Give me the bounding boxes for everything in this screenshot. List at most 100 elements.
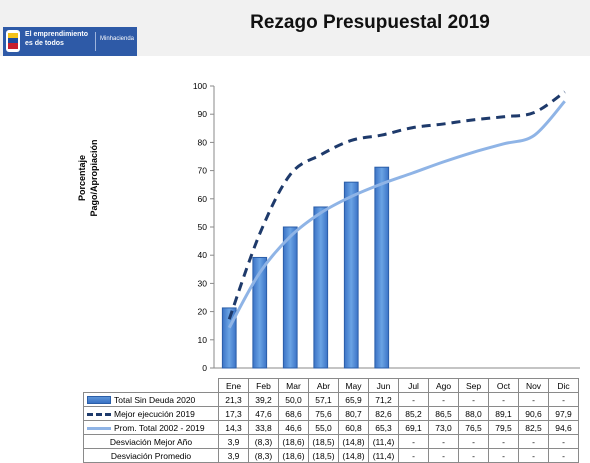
x-tick-label: Abr: [308, 378, 339, 393]
y-tick-label: 0: [202, 363, 207, 373]
table-row: Mejor ejecución 2019 17,3 47,6 68,6 75,6 80,7…: [83, 406, 579, 421]
row-label-text: Mejor ejecución 2019: [114, 408, 195, 419]
x-tick-label: Ago: [428, 378, 459, 393]
legend-key-icon: [87, 412, 111, 416]
bar: [343, 181, 359, 369]
x-tick-label: Dic: [548, 378, 579, 393]
y-tick-label: 60: [198, 194, 208, 204]
table-cell: -: [458, 448, 489, 463]
chart-canvas: 0 10 20 30 40 50 60 70 80 90 100: [193, 81, 580, 373]
table-cell: 94,6: [548, 420, 579, 435]
table-cell: -: [458, 434, 489, 449]
x-tick-label: Ene: [218, 378, 249, 393]
table-cell: -: [398, 392, 429, 407]
table-cell: 86,5: [428, 406, 459, 421]
table-cell: -: [518, 434, 549, 449]
colombia-shield-icon: [6, 30, 20, 52]
table-cell: 79,5: [488, 420, 519, 435]
table-cell: -: [428, 434, 459, 449]
y-tick-label: 80: [198, 137, 208, 147]
table-cell: -: [518, 392, 549, 407]
table-cell: -: [488, 448, 519, 463]
table-cell: 73,0: [428, 420, 459, 435]
y-tick-label: 30: [198, 278, 208, 288]
x-tick-label: May: [338, 378, 369, 393]
table-row: Desviación Promedio 3,9 (8,3) (18,6) (18,5)(…: [83, 448, 579, 463]
table-corner: [84, 379, 219, 393]
table-cell: 82,6: [368, 406, 399, 421]
table-cell: -: [458, 392, 489, 407]
y-tick-label: 100: [193, 81, 207, 91]
table-row: Prom. Total 2002 - 2019 14,3 33,8 46,6 55,0 6…: [83, 420, 579, 435]
table-cell: (11,4): [368, 434, 399, 449]
table-cell: 71,2: [368, 392, 399, 407]
legend-key-icon: [87, 396, 111, 405]
x-tick-label: Feb: [248, 378, 279, 393]
table-cell: 17,3: [218, 406, 249, 421]
table-cell: (18,5): [308, 448, 339, 463]
table-cell: (18,6): [278, 448, 309, 463]
legend-key-icon: [87, 426, 111, 430]
row-label: Desviación Promedio: [83, 448, 219, 463]
y-tick-label: 20: [198, 307, 208, 317]
table-cell: 47,6: [248, 406, 279, 421]
row-label: Mejor ejecución 2019: [83, 406, 219, 421]
bar: [313, 206, 329, 369]
bar: [282, 226, 298, 369]
table-header-row: Ene Feb Mar Abr May Jun Jul Ago Sep Oct Nov Dic: [84, 378, 579, 393]
table-cell: 57,1: [308, 392, 339, 407]
x-tick-label: Jul: [398, 378, 429, 393]
table-cell: -: [488, 434, 519, 449]
table-cell: -: [488, 392, 519, 407]
minhacienda-logo: El emprendimiento es de todos Minhaciend…: [3, 27, 137, 56]
table-cell: 39,2: [248, 392, 279, 407]
x-tick-label: Jun: [368, 378, 399, 393]
table-cell: 85,2: [398, 406, 429, 421]
table-row: Desviación Mejor Año 3,9 (8,3) (18,6) (18,5)…: [83, 434, 579, 449]
table-cell: (11,4): [368, 448, 399, 463]
table-cell: 46,6: [278, 420, 309, 435]
y-tick-label: 40: [198, 250, 208, 260]
logo-text: El emprendimiento es de todos: [25, 31, 89, 47]
data-table: Ene Feb Mar Abr May Jun Jul Ago Sep Oct Nov Dic Tota…: [83, 378, 579, 463]
table-cell: -: [548, 448, 579, 463]
bar: [252, 256, 268, 369]
table-cell: 90,6: [518, 406, 549, 421]
row-label-text: Total Sin Deuda 2020: [114, 394, 196, 405]
table-cell: (14,8): [338, 448, 369, 463]
table-cell: 33,8: [248, 420, 279, 435]
table-cell: (18,6): [278, 434, 309, 449]
y-tick-label: 10: [198, 335, 208, 345]
table-cell: 76,5: [458, 420, 489, 435]
table-cell: 65,9: [338, 392, 369, 407]
table-cell: -: [548, 434, 579, 449]
table-cell: 3,9: [218, 448, 249, 463]
table-cell: -: [428, 448, 459, 463]
table-cell: 82,5: [518, 420, 549, 435]
logo-separator: [95, 32, 96, 51]
table-cell: 97,9: [548, 406, 579, 421]
table-cell: (8,3): [248, 434, 279, 449]
x-tick-label: Oct: [488, 378, 519, 393]
table-cell: -: [398, 434, 429, 449]
table-cell: 75,6: [308, 406, 339, 421]
table-cell: 3,9: [218, 434, 249, 449]
table-cell: (18,5): [308, 434, 339, 449]
table-cell: 68,6: [278, 406, 309, 421]
table-cell: 14,3: [218, 420, 249, 435]
table-cell: (8,3): [248, 448, 279, 463]
table-cell: 89,1: [488, 406, 519, 421]
table-cell: 65,3: [368, 420, 399, 435]
table-cell: -: [428, 392, 459, 407]
row-label: Desviación Mejor Año: [83, 434, 219, 449]
row-label: Prom. Total 2002 - 2019: [83, 420, 219, 435]
y-tick-label: 90: [198, 109, 208, 119]
y-tick-label: 70: [198, 166, 208, 176]
table-cell: 21,3: [218, 392, 249, 407]
logo-subtext: Minhacienda: [100, 36, 135, 42]
table-cell: 80,7: [338, 406, 369, 421]
table-cell: 69,1: [398, 420, 429, 435]
x-tick-label: Sep: [458, 378, 489, 393]
row-label-text: Prom. Total 2002 - 2019: [114, 422, 205, 433]
row-label-text: Desviación Promedio: [110, 450, 192, 461]
